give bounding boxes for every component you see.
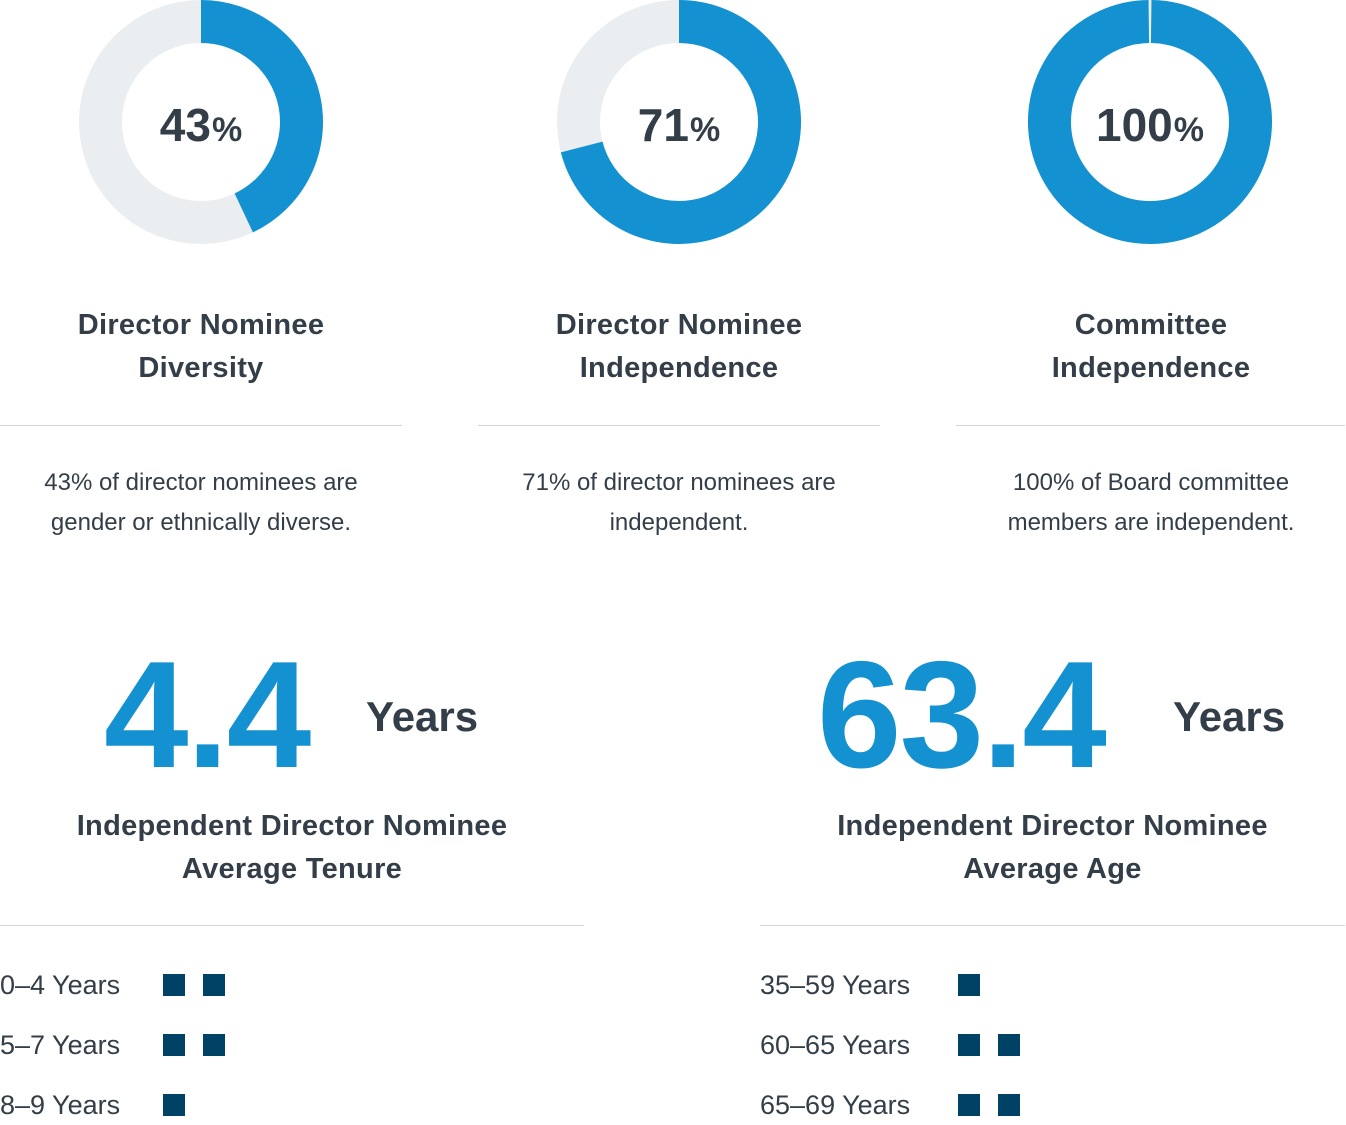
distribution-row: 60–65 Years — [760, 1025, 1160, 1065]
title-line: Independent Director Nominee — [76, 810, 508, 842]
committee-percent: 100% — [1050, 94, 1250, 156]
diversity-card: 43% Director Nominee Diversity 43% of di… — [0, 0, 402, 560]
independence-description: 71% of director nominees are independent… — [478, 463, 880, 543]
independence-title: Director Nominee Independence — [478, 304, 880, 390]
distribution-squares — [958, 1034, 1038, 1056]
age-title: Independent Director Nominee Average Age — [760, 805, 1345, 891]
percent-value: 100 — [1096, 99, 1173, 151]
divider — [956, 425, 1345, 426]
tenure-title: Independent Director Nominee Average Ten… — [0, 805, 584, 891]
count-square — [958, 1094, 980, 1116]
title-line: Independence — [579, 352, 779, 384]
desc-line: 100% of Board committee — [1012, 469, 1290, 496]
committee-title: Committee Independence — [956, 304, 1346, 390]
diversity-percent: 43% — [101, 94, 301, 156]
committee-description: 100% of Board committee members are inde… — [956, 463, 1346, 543]
desc-line: gender or ethnically diverse. — [50, 509, 352, 536]
percent-symbol: % — [1173, 111, 1204, 149]
percent-symbol: % — [689, 111, 721, 149]
distribution-label: 65–69 Years — [760, 1090, 911, 1120]
diversity-description: 43% of director nominees are gender or e… — [0, 463, 402, 543]
desc-line: 43% of director nominees are — [44, 469, 358, 496]
count-square — [998, 1034, 1020, 1056]
distribution-squares — [163, 1094, 203, 1116]
diversity-title: Director Nominee Diversity — [0, 304, 402, 390]
count-square — [163, 1034, 185, 1056]
title-line: Director Nominee — [555, 309, 803, 341]
tenure-number: 4.4 — [104, 630, 311, 800]
donut-value-arc — [560, 0, 801, 244]
divider — [760, 925, 1345, 926]
desc-line: independent. — [609, 509, 749, 536]
title-line: Director Nominee — [77, 309, 325, 341]
donut-value-arc — [1028, 0, 1272, 244]
percent-value: 71 — [637, 99, 689, 151]
committee-card: 100% Committee Independence 100% of Boar… — [956, 0, 1346, 560]
title-line: Diversity — [138, 352, 264, 384]
count-square — [203, 974, 225, 996]
tenure-unit: Years — [366, 693, 479, 740]
distribution-squares — [958, 974, 998, 996]
committee-donut — [1028, 0, 1272, 244]
age-number: 63.4 — [817, 630, 1107, 800]
distribution-row: 35–59 Years — [760, 965, 1160, 1005]
distribution-label: 60–65 Years — [760, 1030, 911, 1060]
percent-symbol: % — [211, 111, 243, 149]
distribution-squares — [163, 974, 243, 996]
count-square — [958, 1034, 980, 1056]
independence-percent: 71% — [579, 94, 779, 156]
distribution-row: 65–69 Years — [760, 1085, 1160, 1125]
distribution-label: 0–4 Years — [0, 970, 121, 1000]
divider — [0, 925, 584, 926]
independence-card: 71% Director Nominee Independence 71% of… — [478, 0, 880, 560]
desc-line: 71% of director nominees are — [522, 469, 836, 496]
independence-donut — [557, 0, 801, 244]
distribution-label: 5–7 Years — [0, 1030, 121, 1060]
distribution-row: 0–4 Years — [0, 965, 400, 1005]
count-square — [958, 974, 980, 996]
age-unit: Years — [1173, 693, 1286, 740]
count-square — [163, 974, 185, 996]
distribution-squares — [163, 1034, 243, 1056]
desc-line: members are independent. — [1007, 509, 1295, 536]
title-line: Average Tenure — [181, 853, 403, 885]
percent-value: 43 — [159, 99, 211, 151]
title-line: Independence — [1051, 352, 1251, 384]
distribution-row: 8–9 Years — [0, 1085, 400, 1125]
count-square — [163, 1094, 185, 1116]
count-square — [998, 1094, 1020, 1116]
count-square — [203, 1034, 225, 1056]
title-line: Committee — [1074, 309, 1228, 341]
divider — [0, 425, 402, 426]
title-line: Average Age — [963, 853, 1142, 885]
divider — [478, 425, 880, 426]
title-line: Independent Director Nominee — [837, 810, 1268, 842]
distribution-squares — [958, 1094, 1038, 1116]
distribution-label: 35–59 Years — [760, 970, 911, 1000]
diversity-donut — [79, 0, 323, 244]
distribution-label: 8–9 Years — [0, 1090, 121, 1120]
distribution-row: 5–7 Years — [0, 1025, 400, 1065]
donut-value-arc — [200, 0, 323, 233]
